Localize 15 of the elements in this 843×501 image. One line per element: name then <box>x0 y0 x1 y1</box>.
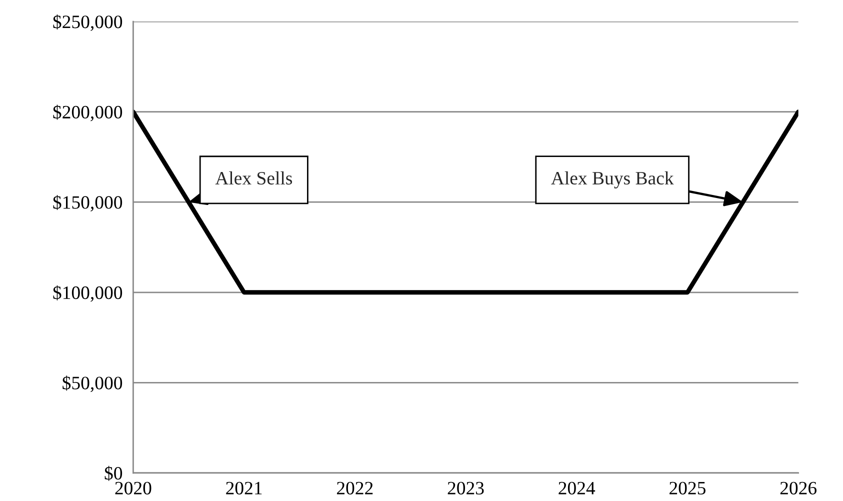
x-tick-label: 2022 <box>336 482 373 494</box>
y-tick-label: $50,000 <box>62 376 122 392</box>
x-tick-label: 2024 <box>558 482 596 494</box>
x-tick-label: 2025 <box>670 482 706 494</box>
y-tick-label: $250,000 <box>53 14 122 31</box>
x-tick-label: 2020 <box>115 482 152 494</box>
y-tick-label: $0 <box>104 466 122 481</box>
y-tick-label: $150,000 <box>53 195 122 212</box>
annotation: Alex Buys Back <box>551 171 674 188</box>
x-tick-label: 2021 <box>226 482 262 494</box>
y-tick-label: $100,000 <box>53 285 122 302</box>
y-tick-label: $200,000 <box>53 104 122 122</box>
x-tick-label: 2026 <box>780 482 817 494</box>
x-tick-label: 2023 <box>448 482 484 494</box>
annotation: Alex Sells <box>215 171 292 185</box>
